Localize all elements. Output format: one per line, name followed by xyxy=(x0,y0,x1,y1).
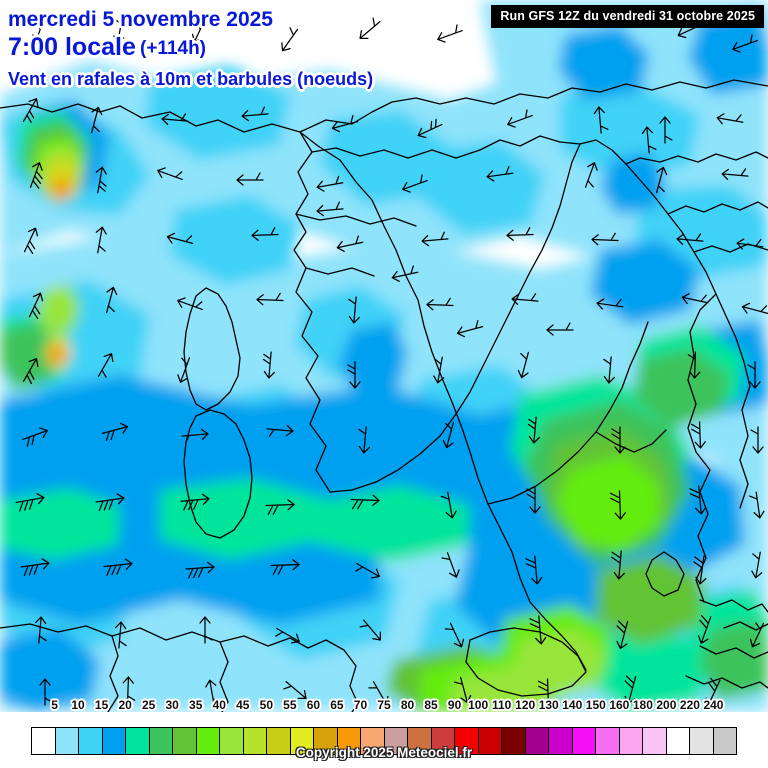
forecast-time-label: 7:00 locale xyxy=(8,33,136,61)
coastlines xyxy=(0,79,768,712)
legend-swatch[interactable] xyxy=(713,728,736,754)
legend-tick-label: 90 xyxy=(447,698,462,712)
legend-tick-label: 35 xyxy=(189,698,203,712)
wind-gust-map xyxy=(0,0,768,712)
legend-swatch[interactable] xyxy=(290,728,314,754)
legend-swatch[interactable] xyxy=(79,728,103,754)
legend-color-bar[interactable] xyxy=(31,727,737,755)
parameter-label: Vent en rafales à 10m et barbules (noeud… xyxy=(8,69,374,89)
legend-tick-label: 10 xyxy=(71,698,85,712)
legend-tick-labels: 5 10 15 20 25 30 35 40 45 50 55 60 65 70 75 80 85 90 100 11… xyxy=(0,698,768,718)
legend-swatch[interactable] xyxy=(619,728,643,754)
legend-swatch[interactable] xyxy=(525,728,549,754)
legend-tick-label: 200 xyxy=(656,698,677,712)
color-scale-legend[interactable]: 5 10 15 20 25 30 35 40 45 50 55 60 65 70 75 80 85 90 100 11… xyxy=(0,698,768,768)
legend-tick-label: 75 xyxy=(377,698,391,712)
map-canvas[interactable]: mercredi 5 novembre 2025 7:00 locale (+1… xyxy=(0,0,768,712)
legend-tick-label: 110 xyxy=(491,698,512,712)
legend-tick-label: 160 xyxy=(609,698,630,712)
legend-swatch[interactable] xyxy=(384,728,408,754)
legend-tick-label: 50 xyxy=(259,698,274,712)
legend-swatch[interactable] xyxy=(173,728,197,754)
legend-swatch[interactable] xyxy=(149,728,173,754)
legend-tick-label: 240 xyxy=(703,698,724,712)
legend-tick-label: 80 xyxy=(400,698,415,712)
wind-barbs xyxy=(15,16,768,708)
legend-swatch[interactable] xyxy=(455,728,479,754)
legend-tick-label: 70 xyxy=(353,698,368,712)
legend-tick-label: 40 xyxy=(212,698,226,712)
legend-tick-label: 120 xyxy=(515,698,536,712)
legend-swatch[interactable] xyxy=(549,728,573,754)
legend-swatch[interactable] xyxy=(666,728,690,754)
gust-contour-field xyxy=(0,0,768,712)
legend-tick-label: 130 xyxy=(538,698,559,712)
legend-tick-label: 5 xyxy=(51,698,58,712)
legend-tick-label: 140 xyxy=(562,698,583,712)
legend-swatch[interactable] xyxy=(102,728,126,754)
legend-tick-label: 85 xyxy=(424,698,438,712)
legend-swatch[interactable] xyxy=(32,728,56,754)
legend-swatch[interactable] xyxy=(478,728,502,754)
legend-tick-label: 30 xyxy=(165,698,179,712)
legend-swatch[interactable] xyxy=(267,728,291,754)
legend-tick-label: 150 xyxy=(585,698,606,712)
legend-swatch[interactable] xyxy=(596,728,620,754)
forecast-hour-label: (+114h) xyxy=(140,38,207,59)
legend-swatch[interactable] xyxy=(337,728,361,754)
legend-swatch[interactable] xyxy=(431,728,455,754)
legend-tick-label: 45 xyxy=(236,698,250,712)
model-run-banner: Run GFS 12Z du vendredi 31 octobre 2025 xyxy=(491,5,764,28)
legend-tick-label: 180 xyxy=(632,698,653,712)
legend-swatch[interactable] xyxy=(126,728,150,754)
legend-swatch[interactable] xyxy=(690,728,714,754)
legend-swatch[interactable] xyxy=(361,728,385,754)
legend-swatch[interactable] xyxy=(196,728,220,754)
legend-swatch[interactable] xyxy=(502,728,526,754)
legend-tick-label: 20 xyxy=(118,698,132,712)
legend-swatch[interactable] xyxy=(572,728,596,754)
legend-tick-label: 15 xyxy=(94,698,109,712)
legend-swatch[interactable] xyxy=(408,728,432,754)
legend-swatch[interactable] xyxy=(55,728,79,754)
copyright-notice: Copyright 2025 Meteociel.fr xyxy=(295,745,473,760)
legend-tick-label: 55 xyxy=(283,698,297,712)
legend-tick-label: 100 xyxy=(468,698,489,712)
legend-swatch[interactable] xyxy=(643,728,667,754)
legend-swatch[interactable] xyxy=(220,728,244,754)
legend-tick-label: 220 xyxy=(679,698,700,712)
forecast-date-label: mercredi 5 novembre 2025 xyxy=(8,8,273,31)
legend-swatch[interactable] xyxy=(243,728,267,754)
legend-tick-label: 25 xyxy=(141,698,156,712)
legend-tick-label: 65 xyxy=(330,698,344,712)
legend-swatch[interactable] xyxy=(314,728,338,754)
legend-tick-label: 60 xyxy=(306,698,321,712)
